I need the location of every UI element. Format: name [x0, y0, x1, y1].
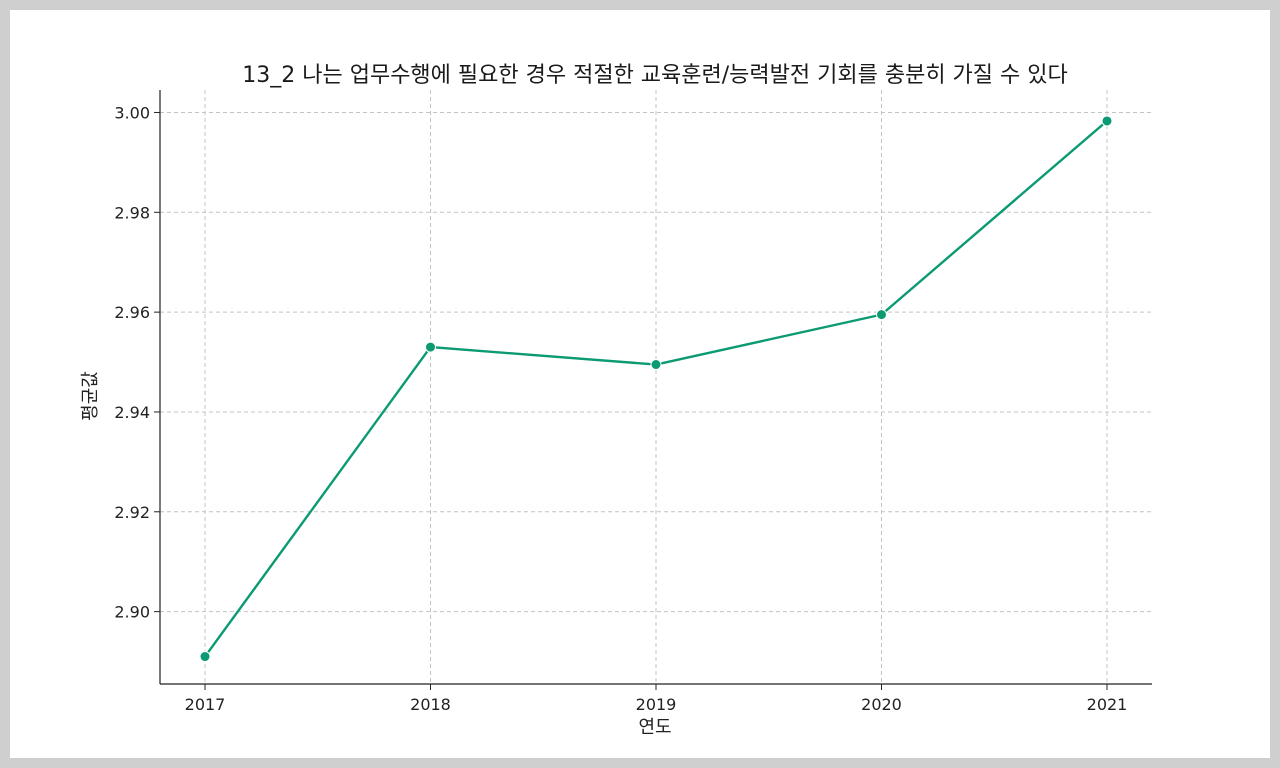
y-tick-label: 2.92	[114, 503, 150, 522]
x-tick-label: 2021	[1087, 695, 1128, 714]
data-point	[650, 359, 662, 371]
data-point	[1101, 115, 1113, 127]
x-tick-label: 2019	[636, 695, 677, 714]
x-axis-label: 연도	[638, 717, 671, 738]
series-layer	[199, 115, 1113, 663]
data-point	[425, 341, 436, 353]
labels-layer: 13_2 나는 업무수행에 필요한 경우 적절한 교육훈련/능력발전 기회를 충…	[80, 63, 1068, 738]
grid-layer	[160, 90, 1152, 684]
y-tick-label: 2.90	[114, 603, 150, 622]
y-tick-label: 2.96	[114, 303, 150, 322]
y-tick-label: 2.94	[114, 403, 150, 422]
data-point	[199, 651, 211, 663]
chart-title: 13_2 나는 업무수행에 필요한 경우 적절한 교육훈련/능력발전 기회를 충…	[242, 63, 1068, 88]
x-tick-label: 2018	[410, 695, 451, 714]
axes-layer: 2.90 2.92 2.94 2.96 2.98 3.00 2017 2018 2019 2020…	[114, 90, 1152, 714]
x-tick-label: 2017	[185, 695, 226, 714]
y-axis-label: 평균값	[80, 371, 101, 421]
chart-frame: 2.90 2.92 2.94 2.96 2.98 3.00 2017 2018 2019 2020…	[10, 10, 1270, 758]
y-tick-label: 2.98	[114, 203, 150, 222]
x-tick-label: 2020	[861, 695, 902, 714]
line-chart: 2.90 2.92 2.94 2.96 2.98 3.00 2017 2018 2019 2020…	[80, 63, 1152, 738]
y-tick-label: 3.00	[114, 103, 150, 122]
data-point	[876, 309, 887, 321]
